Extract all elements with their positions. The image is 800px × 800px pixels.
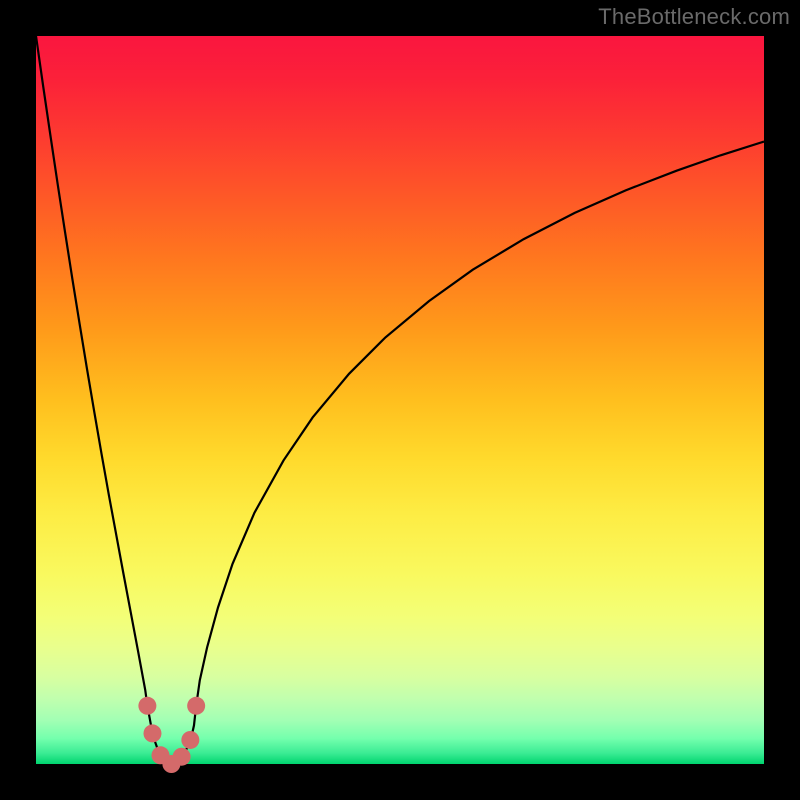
plot-background — [36, 36, 764, 764]
marker-dot — [173, 748, 191, 766]
watermark-label: TheBottleneck.com — [598, 4, 790, 30]
marker-dot — [187, 697, 205, 715]
marker-dot — [138, 697, 156, 715]
chart-root: TheBottleneck.com — [0, 0, 800, 800]
marker-dot — [181, 731, 199, 749]
bottleneck-curve-plot — [0, 0, 800, 800]
marker-dot — [143, 724, 161, 742]
